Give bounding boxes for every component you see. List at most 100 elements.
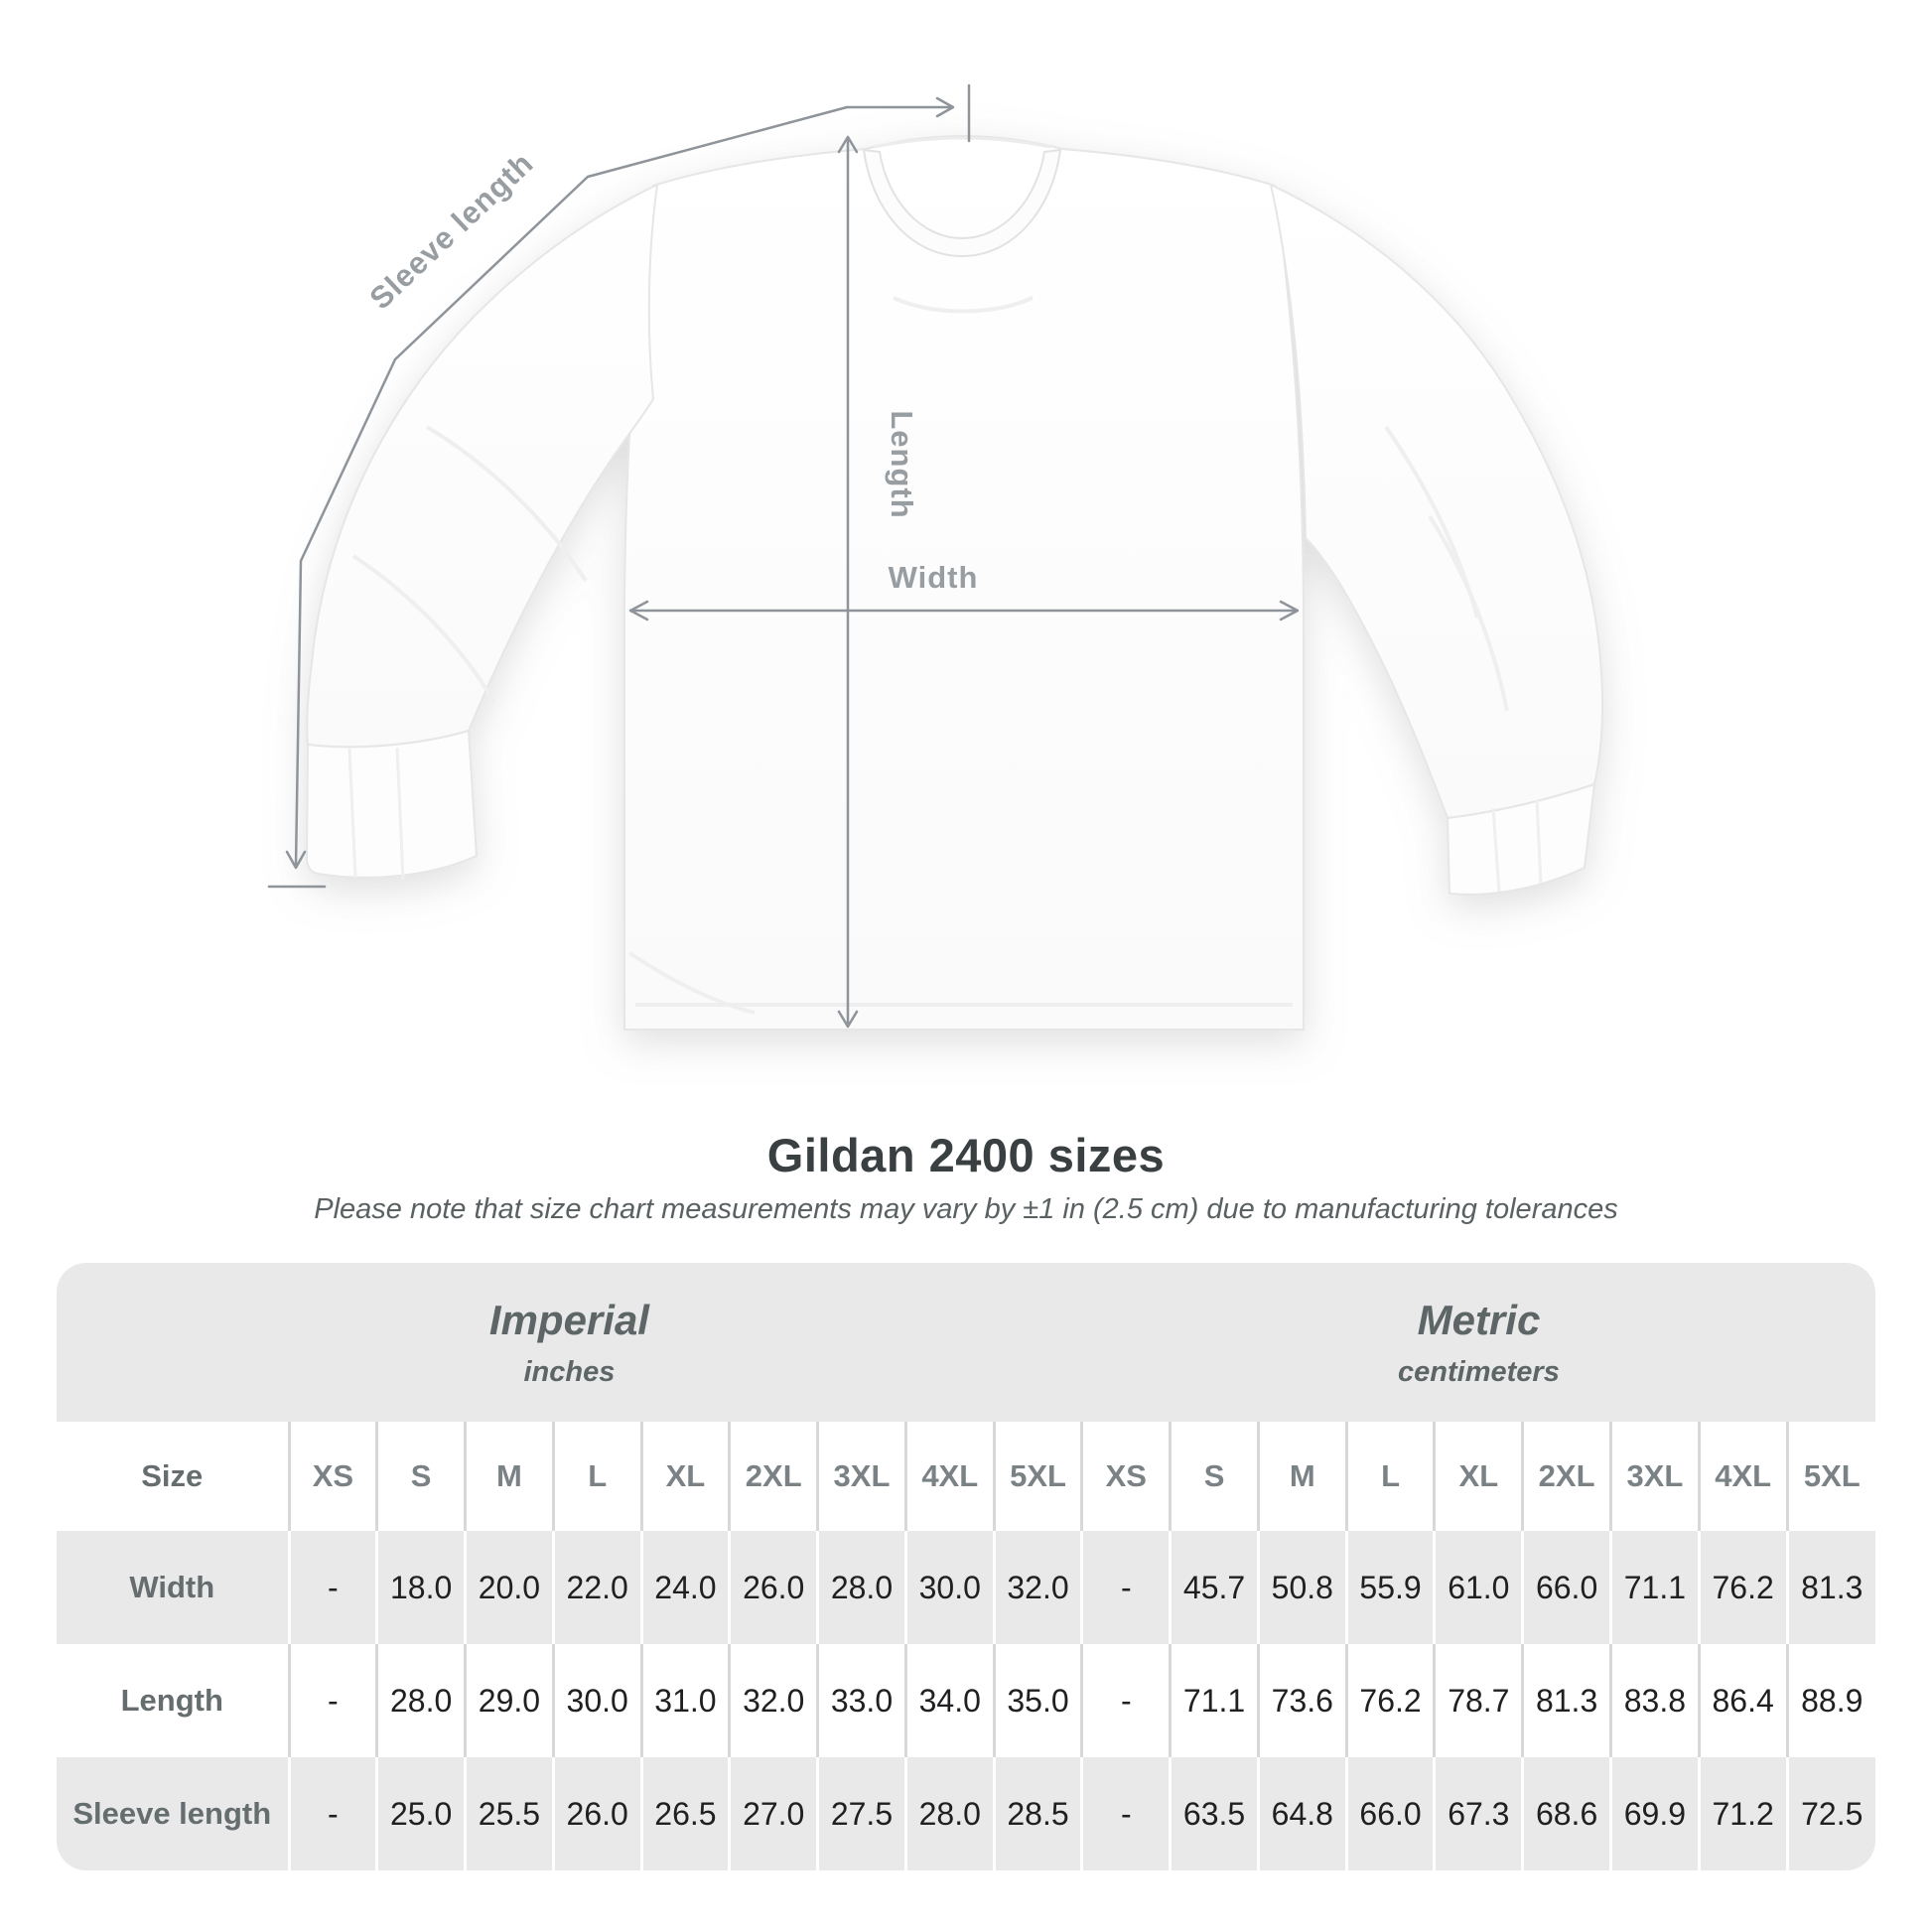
cell-length-metric-2xl: 81.3 bbox=[1521, 1644, 1611, 1757]
size-chart-table: Imperial inches Metric centimeters Size XS S M L… bbox=[57, 1263, 1875, 1870]
size-chart-body: Width -18.0 20.0 22.0 24.0 26.0 28.0 30.0 32.0-4… bbox=[57, 1531, 1875, 1870]
measurement-row-sleeve-length: Sleeve length -25.0 25.5 26.0 26.5 27.0 27.5 28… bbox=[57, 1757, 1875, 1870]
unit-group-title: Metric bbox=[1417, 1296, 1541, 1343]
unit-group-metric: Metric centimeters bbox=[1082, 1263, 1875, 1422]
cell-width-metric-3xl: 71.1 bbox=[1608, 1531, 1700, 1644]
cell-width-imperial-l: 22.0 bbox=[551, 1531, 642, 1644]
size-col-imperial-5xl: 5XL bbox=[992, 1422, 1082, 1531]
cell-length-metric-4xl: 86.4 bbox=[1697, 1644, 1788, 1757]
cell-sleeve-length-metric-xl: 67.3 bbox=[1433, 1757, 1523, 1870]
cell-length-imperial-xl: 31.0 bbox=[639, 1644, 730, 1757]
cell-width-metric-l: 55.9 bbox=[1344, 1531, 1435, 1644]
cell-width-metric-m: 50.8 bbox=[1256, 1531, 1347, 1644]
page-subtitle: Please note that size chart measurements… bbox=[314, 1193, 1618, 1225]
sleeve-measure-arrow-down bbox=[285, 850, 307, 870]
cell-width-metric-5xl: 81.3 bbox=[1785, 1531, 1875, 1644]
sleeve-measure-arrow-right bbox=[935, 96, 955, 118]
cell-width-imperial-2xl: 26.0 bbox=[728, 1531, 818, 1644]
cell-length-metric-xs: - bbox=[1080, 1644, 1171, 1757]
cell-sleeve-length-imperial-2xl: 27.0 bbox=[728, 1757, 818, 1870]
cell-sleeve-length-imperial-3xl: 27.5 bbox=[816, 1757, 906, 1870]
row-label-sleeve-length: Sleeve length bbox=[72, 1796, 272, 1831]
width-measure-arrow-left bbox=[628, 600, 649, 621]
width-measure-arrow-right bbox=[1279, 600, 1300, 621]
cell-sleeve-length-metric-5xl: 72.5 bbox=[1785, 1757, 1875, 1870]
unit-group-title: Imperial bbox=[488, 1296, 649, 1343]
cell-sleeve-length-metric-l: 66.0 bbox=[1344, 1757, 1435, 1870]
size-col-metric-4xl: 4XL bbox=[1697, 1422, 1788, 1531]
cell-sleeve-length-imperial-xl: 26.5 bbox=[639, 1757, 730, 1870]
cell-sleeve-length-imperial-l: 26.0 bbox=[551, 1757, 642, 1870]
cell-sleeve-length-metric-4xl: 71.2 bbox=[1697, 1757, 1788, 1870]
cell-length-metric-l: 76.2 bbox=[1344, 1644, 1435, 1757]
size-col-metric-2xl: 2XL bbox=[1521, 1422, 1611, 1531]
cell-sleeve-length-imperial-xs: - bbox=[287, 1757, 377, 1870]
cell-length-imperial-5xl: 35.0 bbox=[992, 1644, 1082, 1757]
page-title: Gildan 2400 sizes bbox=[766, 1129, 1166, 1181]
size-col-imperial-2xl: 2XL bbox=[728, 1422, 818, 1531]
cell-width-imperial-3xl: 28.0 bbox=[816, 1531, 906, 1644]
size-chart-card: Imperial inches Metric centimeters Size XS S M L… bbox=[57, 1263, 1875, 1870]
cell-sleeve-length-imperial-5xl: 28.5 bbox=[992, 1757, 1082, 1870]
size-col-metric-5xl: 5XL bbox=[1785, 1422, 1875, 1531]
cell-width-metric-xs: - bbox=[1080, 1531, 1171, 1644]
cell-width-imperial-s: 18.0 bbox=[375, 1531, 466, 1644]
unit-group-sublabel: inches bbox=[523, 1355, 616, 1388]
cell-length-imperial-4xl: 34.0 bbox=[903, 1644, 995, 1757]
cell-width-imperial-4xl: 30.0 bbox=[903, 1531, 995, 1644]
size-col-imperial-l: L bbox=[551, 1422, 642, 1531]
size-col-metric-xl: XL bbox=[1433, 1422, 1523, 1531]
shirt-left-cuff bbox=[305, 729, 479, 879]
measurement-arrows bbox=[267, 83, 1300, 1029]
size-column-label: Size bbox=[141, 1458, 204, 1493]
measurement-row-length: Length -28.0 29.0 30.0 31.0 32.0 33.0 34.0 35.0-… bbox=[57, 1644, 1875, 1757]
size-col-imperial-s: S bbox=[375, 1422, 466, 1531]
cell-width-metric-xl: 61.0 bbox=[1433, 1531, 1523, 1644]
cell-sleeve-length-imperial-4xl: 28.0 bbox=[903, 1757, 995, 1870]
cell-width-metric-4xl: 76.2 bbox=[1697, 1531, 1788, 1644]
cell-sleeve-length-imperial-s: 25.0 bbox=[375, 1757, 466, 1870]
length-measure-arrow-up bbox=[837, 135, 859, 154]
measurement-row-width: Width -18.0 20.0 22.0 24.0 26.0 28.0 30.0 32.0-4… bbox=[57, 1531, 1875, 1644]
size-col-imperial-3xl: 3XL bbox=[816, 1422, 906, 1531]
cell-sleeve-length-imperial-m: 25.5 bbox=[464, 1757, 554, 1870]
length-label: Length bbox=[885, 410, 919, 518]
cell-length-imperial-2xl: 32.0 bbox=[728, 1644, 818, 1757]
cell-length-imperial-3xl: 33.0 bbox=[816, 1644, 906, 1757]
cell-length-metric-m: 73.6 bbox=[1256, 1644, 1347, 1757]
cell-width-metric-s: 45.7 bbox=[1169, 1531, 1259, 1644]
cell-width-imperial-m: 20.0 bbox=[464, 1531, 554, 1644]
cell-width-imperial-xl: 24.0 bbox=[639, 1531, 730, 1644]
unit-group-sublabel: centimeters bbox=[1398, 1355, 1560, 1388]
cell-length-metric-s: 71.1 bbox=[1169, 1644, 1259, 1757]
cell-sleeve-length-metric-s: 63.5 bbox=[1169, 1757, 1259, 1870]
size-col-metric-xs: XS bbox=[1080, 1422, 1171, 1531]
cell-width-metric-2xl: 66.0 bbox=[1521, 1531, 1611, 1644]
size-col-imperial-4xl: 4XL bbox=[903, 1422, 995, 1531]
cell-width-imperial-5xl: 32.0 bbox=[992, 1531, 1082, 1644]
sleeve-measure-polyline bbox=[294, 105, 849, 868]
shirt-right-sleeve bbox=[1269, 183, 1604, 820]
unit-band-row: Imperial inches Metric centimeters bbox=[57, 1263, 1875, 1422]
size-header-row: Size XS S M L XL 2XL 3XL 4XL 5XL XS S M L XL 2XL 3XL 4XL 5… bbox=[57, 1422, 1875, 1531]
cell-sleeve-length-metric-2xl: 68.6 bbox=[1521, 1757, 1611, 1870]
cell-length-imperial-l: 30.0 bbox=[551, 1644, 642, 1757]
cell-sleeve-length-metric-m: 64.8 bbox=[1256, 1757, 1347, 1870]
cell-sleeve-length-metric-xs: - bbox=[1080, 1757, 1171, 1870]
size-col-metric-s: S bbox=[1169, 1422, 1259, 1531]
cell-length-metric-xl: 78.7 bbox=[1433, 1644, 1523, 1757]
unit-group-imperial: Imperial inches bbox=[57, 1263, 1082, 1422]
size-col-imperial-xs: XS bbox=[287, 1422, 377, 1531]
width-label: Width bbox=[889, 560, 979, 595]
shirt-illustration bbox=[305, 135, 1604, 1031]
shirt-collar bbox=[862, 148, 1062, 258]
row-label-length: Length bbox=[120, 1683, 223, 1718]
cell-length-metric-3xl: 83.8 bbox=[1608, 1644, 1700, 1757]
cell-sleeve-length-metric-3xl: 69.9 bbox=[1608, 1757, 1700, 1870]
cell-length-imperial-s: 28.0 bbox=[375, 1644, 466, 1757]
size-col-metric-m: M bbox=[1256, 1422, 1347, 1531]
size-col-metric-l: L bbox=[1344, 1422, 1435, 1531]
size-col-metric-3xl: 3XL bbox=[1608, 1422, 1700, 1531]
cell-length-imperial-xs: - bbox=[287, 1644, 377, 1757]
